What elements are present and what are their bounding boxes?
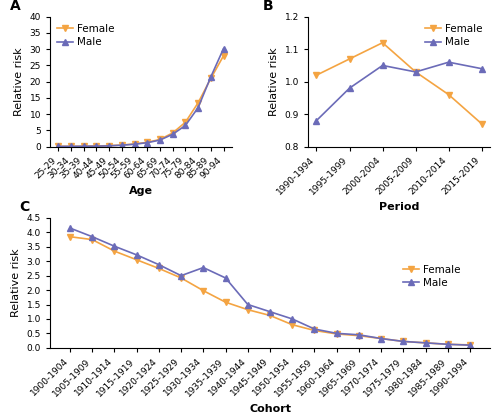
Female [400, 339, 406, 344]
Female [356, 333, 362, 338]
X-axis label: Period: Period [379, 202, 420, 212]
X-axis label: Cohort: Cohort [249, 403, 291, 414]
Male [68, 144, 74, 149]
Male [478, 66, 484, 71]
Male [312, 326, 318, 331]
Male [267, 309, 273, 314]
Female [178, 275, 184, 280]
Male [446, 59, 452, 65]
Female [208, 76, 214, 81]
Male [157, 137, 163, 142]
Male [222, 275, 228, 280]
Y-axis label: Relative risk: Relative risk [14, 47, 24, 116]
Male [144, 140, 150, 145]
Female [156, 266, 162, 271]
Female [267, 313, 273, 318]
Male [119, 143, 125, 148]
Female [245, 307, 251, 312]
Male [220, 46, 226, 51]
Female [378, 336, 384, 341]
Female [380, 40, 386, 45]
Male [356, 332, 362, 337]
Female [334, 331, 340, 336]
Female [478, 122, 484, 127]
Male [400, 339, 406, 344]
Female [94, 143, 100, 148]
Male [245, 302, 251, 307]
Legend: Female, Male: Female, Male [402, 263, 463, 290]
Female [56, 144, 62, 149]
Female [289, 322, 295, 327]
Line: Female: Female [67, 234, 473, 348]
Female [157, 137, 163, 142]
Female [467, 342, 473, 347]
Female [80, 144, 86, 149]
Male [182, 123, 188, 128]
Male [334, 331, 340, 336]
Female [422, 340, 428, 345]
Male [314, 118, 320, 123]
Male [106, 143, 112, 148]
Female [112, 248, 117, 253]
Female [446, 92, 452, 97]
Line: Male: Male [56, 46, 226, 149]
Y-axis label: Relative risk: Relative risk [269, 47, 279, 116]
Legend: Female, Male: Female, Male [424, 22, 485, 49]
Female [132, 142, 138, 147]
Male [156, 262, 162, 267]
Male [445, 342, 451, 347]
Male [132, 142, 138, 147]
Female [134, 257, 140, 262]
Female [119, 142, 125, 147]
Male [67, 225, 73, 230]
Female [220, 53, 226, 58]
Line: Female: Female [314, 40, 484, 127]
Female [312, 328, 318, 333]
Male [467, 343, 473, 348]
Male [170, 132, 175, 137]
Female [144, 140, 150, 145]
Male [178, 273, 184, 278]
Female [67, 234, 73, 239]
Male [200, 265, 206, 270]
Text: A: A [10, 0, 21, 13]
Male [56, 144, 62, 149]
Female [182, 120, 188, 125]
Male [134, 252, 140, 257]
Female [195, 100, 201, 105]
Line: Male: Male [67, 225, 473, 348]
Male [422, 340, 428, 345]
Female [170, 130, 175, 135]
Y-axis label: Relative risk: Relative risk [11, 248, 21, 317]
Male [112, 244, 117, 249]
Male [208, 74, 214, 79]
X-axis label: Age: Age [129, 186, 153, 196]
Female [68, 144, 74, 149]
Male [195, 105, 201, 110]
Female [89, 237, 95, 242]
Female [445, 342, 451, 347]
Female [222, 300, 228, 305]
Female [314, 72, 320, 78]
Male [380, 63, 386, 68]
Line: Male: Male [314, 59, 484, 123]
Text: B: B [262, 0, 274, 13]
Male [94, 144, 100, 149]
Male [378, 336, 384, 341]
Text: C: C [19, 200, 30, 215]
Male [346, 85, 352, 91]
Male [80, 144, 86, 149]
Female [200, 288, 206, 293]
Male [412, 70, 418, 75]
Line: Female: Female [56, 53, 226, 149]
Legend: Female, Male: Female, Male [55, 22, 116, 49]
Female [412, 70, 418, 75]
Female [346, 57, 352, 62]
Male [89, 234, 95, 239]
Female [106, 143, 112, 148]
Male [289, 316, 295, 321]
